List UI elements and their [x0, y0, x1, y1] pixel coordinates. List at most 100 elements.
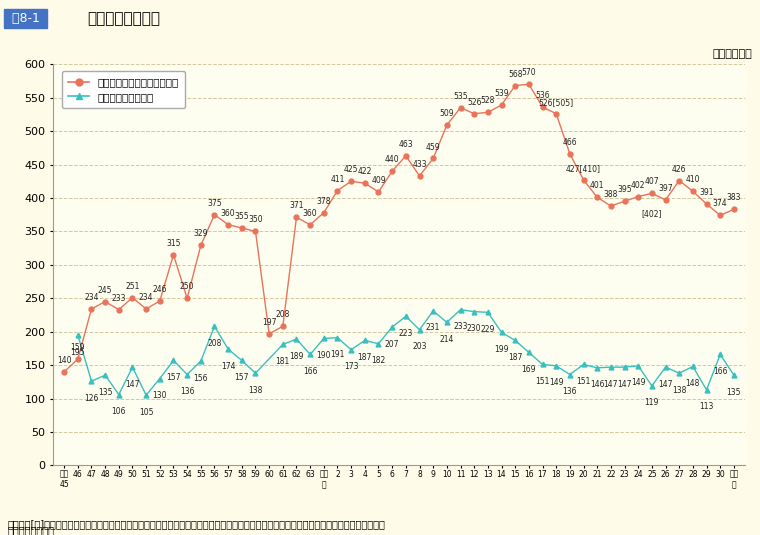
Text: 233: 233: [453, 322, 467, 331]
Text: 402: 402: [631, 181, 645, 190]
Text: （注）　[　]内の数は、国立大学法人の発足や特定独立行政法人の非特定独立法人化等に伴い、派遣中に派遣法の対象外となった職員を除いた: （注） [ ]内の数は、国立大学法人の発足や特定独立行政法人の非特定独立法人化等…: [8, 519, 385, 529]
Text: [402]: [402]: [641, 209, 662, 218]
Text: 568: 568: [508, 70, 522, 79]
Text: 425: 425: [344, 165, 359, 174]
Text: 151: 151: [535, 377, 549, 386]
Text: 459: 459: [426, 142, 441, 151]
Text: 187: 187: [508, 353, 522, 362]
Text: 147: 147: [617, 380, 632, 388]
Text: 535: 535: [453, 91, 468, 101]
Text: 234: 234: [84, 293, 99, 302]
Text: 397: 397: [658, 184, 673, 193]
Text: 191: 191: [331, 350, 345, 359]
Text: 526[505]: 526[505]: [539, 98, 574, 107]
Text: 315: 315: [166, 239, 181, 248]
Text: 229: 229: [480, 325, 495, 334]
Text: 138: 138: [672, 386, 686, 395]
Text: 148: 148: [686, 379, 700, 388]
Text: 203: 203: [412, 342, 427, 351]
Text: 407: 407: [644, 177, 659, 186]
Text: 214: 214: [439, 335, 454, 344]
Text: 526: 526: [467, 98, 481, 107]
Text: 105: 105: [139, 408, 154, 417]
Text: 149: 149: [631, 378, 645, 387]
Text: 197: 197: [262, 318, 277, 327]
Text: 391: 391: [699, 188, 714, 197]
Text: 426: 426: [672, 165, 686, 174]
Text: 135: 135: [98, 388, 112, 396]
Text: 208: 208: [207, 339, 222, 348]
Text: 383: 383: [727, 193, 741, 202]
Text: 119: 119: [644, 399, 659, 407]
Text: 166: 166: [303, 367, 318, 376]
Text: 147: 147: [658, 380, 673, 388]
Text: 図8-1: 図8-1: [8, 12, 43, 25]
Legend: 年度末現在で派遣中の職員数, 年度内の派遣職員数: 年度末現在で派遣中の職員数, 年度内の派遣職員数: [62, 71, 185, 108]
Text: 440: 440: [385, 155, 400, 164]
Text: 173: 173: [344, 362, 359, 371]
Text: 130: 130: [153, 391, 167, 400]
Text: 138: 138: [249, 386, 263, 395]
Text: 375: 375: [207, 198, 222, 208]
Text: 208: 208: [276, 310, 290, 319]
Text: 223: 223: [399, 329, 413, 338]
Text: 182: 182: [372, 356, 385, 365]
Text: 派遣職員数の推移: 派遣職員数の推移: [87, 11, 160, 26]
Text: 246: 246: [153, 285, 167, 294]
Text: 230: 230: [467, 324, 481, 333]
Text: 378: 378: [317, 197, 331, 206]
Text: 151: 151: [576, 377, 591, 386]
Text: 147: 147: [125, 380, 140, 388]
Text: 536: 536: [535, 91, 549, 100]
Text: 169: 169: [521, 365, 536, 374]
Text: 570: 570: [521, 68, 536, 78]
Text: 231: 231: [426, 324, 440, 332]
Text: 409: 409: [371, 176, 386, 185]
Text: 388: 388: [603, 190, 618, 199]
Text: 147: 147: [603, 380, 618, 388]
Text: 401: 401: [590, 181, 604, 190]
Text: 181: 181: [276, 357, 290, 366]
Text: 199: 199: [494, 345, 508, 354]
Text: 350: 350: [249, 216, 263, 225]
Text: 189: 189: [290, 351, 304, 361]
Text: 433: 433: [412, 160, 427, 169]
Text: 250: 250: [180, 282, 195, 292]
Text: 528: 528: [480, 96, 495, 105]
Text: 136: 136: [180, 387, 195, 396]
Text: 410: 410: [686, 175, 700, 185]
Text: 360: 360: [221, 209, 236, 218]
Text: 395: 395: [617, 185, 632, 194]
Text: 136: 136: [562, 387, 577, 396]
Text: 251: 251: [125, 281, 140, 291]
Text: 190: 190: [317, 351, 331, 360]
Text: 509: 509: [439, 109, 454, 118]
Text: 156: 156: [194, 373, 208, 383]
Text: 126: 126: [84, 394, 99, 403]
Text: 422: 422: [358, 167, 372, 177]
Text: 157: 157: [235, 373, 249, 382]
Text: 234: 234: [139, 293, 154, 302]
Text: 106: 106: [112, 407, 126, 416]
Text: 539: 539: [494, 89, 509, 98]
Text: 113: 113: [699, 402, 714, 411]
Text: 187: 187: [358, 353, 372, 362]
Text: 207: 207: [385, 340, 400, 348]
Text: 146: 146: [590, 380, 604, 389]
Text: 159: 159: [71, 343, 85, 352]
Text: 166: 166: [713, 367, 727, 376]
Text: 数である。: 数である。: [8, 525, 55, 535]
Text: 245: 245: [98, 286, 112, 295]
Text: 463: 463: [398, 140, 413, 149]
Text: 374: 374: [713, 200, 727, 209]
Text: 355: 355: [235, 212, 249, 221]
Text: 174: 174: [221, 362, 236, 371]
Text: 195: 195: [71, 348, 85, 356]
Text: 371: 371: [290, 201, 304, 210]
Text: 233: 233: [112, 294, 126, 303]
Text: （単位：人）: （単位：人）: [713, 49, 752, 59]
Text: 411: 411: [331, 174, 345, 184]
Text: 360: 360: [302, 209, 318, 218]
Text: 140: 140: [57, 356, 71, 365]
Text: 149: 149: [549, 378, 563, 387]
